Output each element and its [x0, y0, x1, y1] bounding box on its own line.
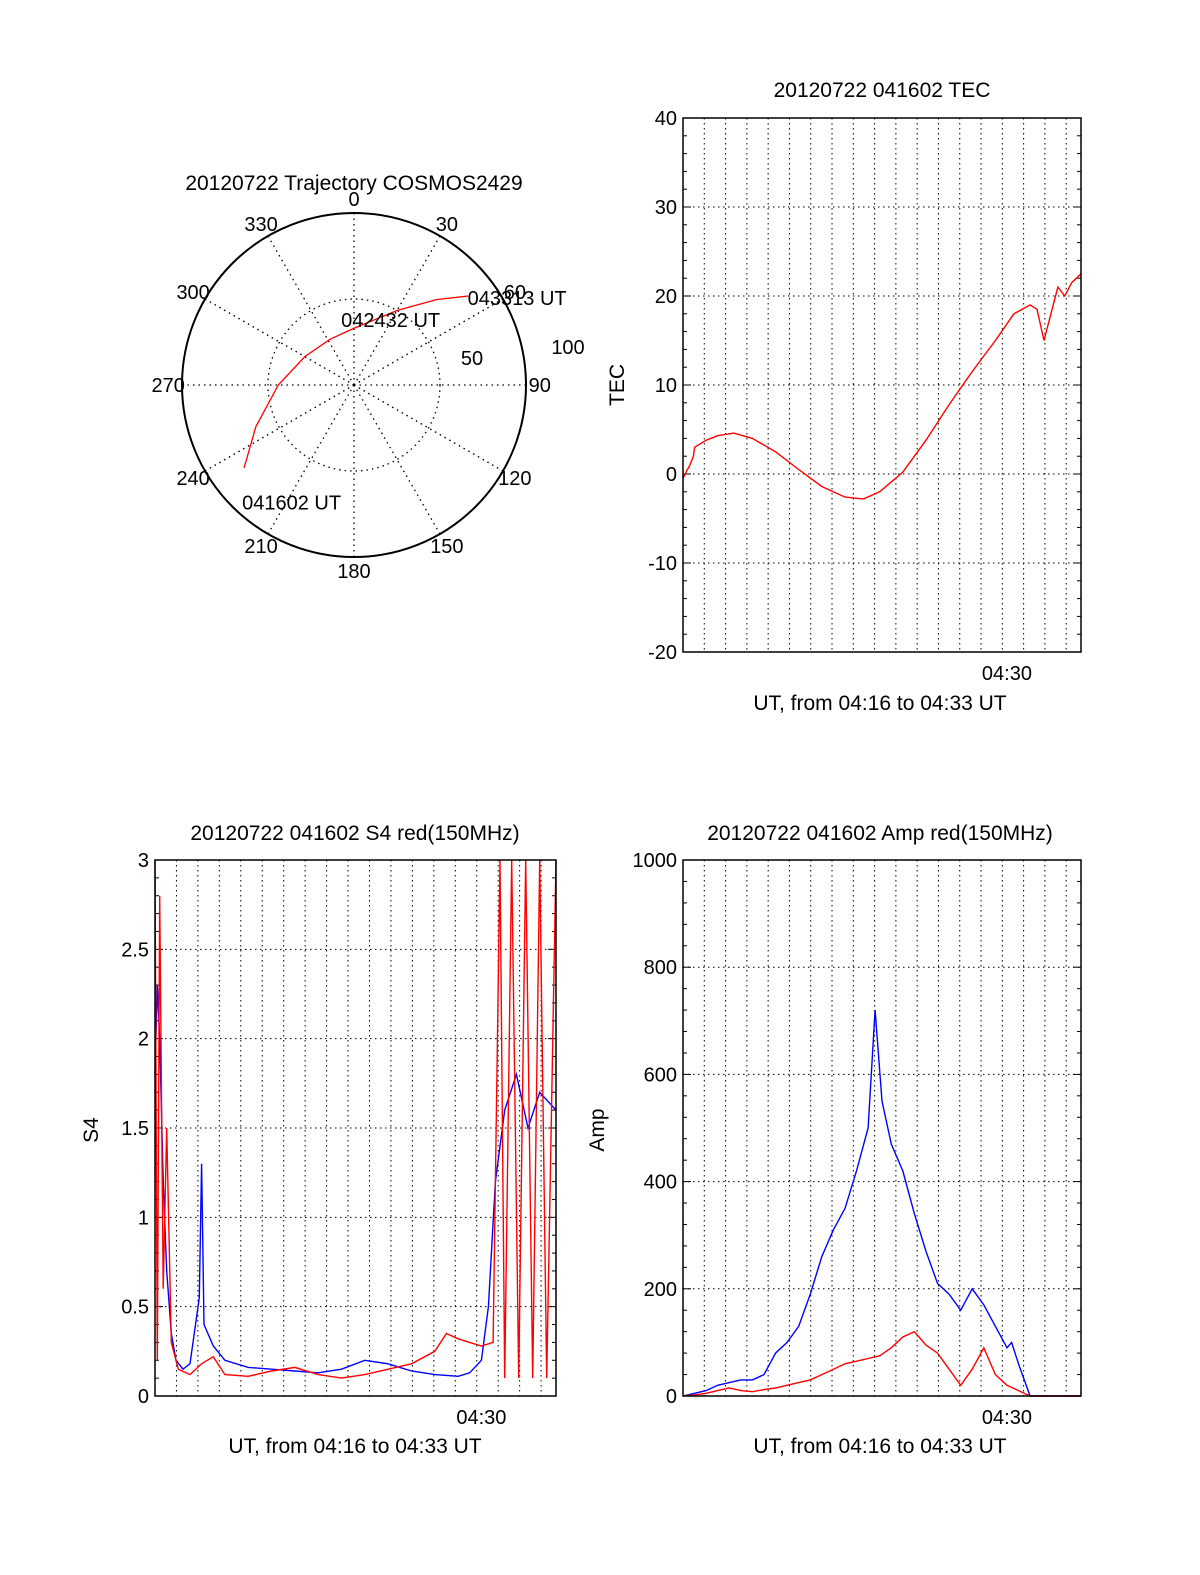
polar-spoke — [267, 384, 355, 535]
azimuth-label: 270 — [152, 375, 185, 397]
amp-plot: 0 200 400 600 800 1000 04:30 — [633, 850, 1082, 1429]
y-tick-label: -10 — [648, 553, 677, 575]
y-tick-label: 1.5 — [121, 1118, 149, 1140]
polar-inner-circle — [267, 298, 441, 472]
y-tick-label: 0 — [666, 1386, 677, 1408]
y-tick-label: 20 — [655, 286, 677, 308]
azimuth-label: 240 — [176, 468, 209, 490]
amp-chart: 20120722 041602 Amp red(150MHz) Amp UT, … — [586, 822, 1082, 1458]
tec-plot: -20 -10 0 10 20 30 40 04:30 — [648, 108, 1082, 685]
tec-xlabel: UT, from 04:16 to 04:33 UT — [753, 692, 1006, 715]
y-tick-label: 800 — [644, 957, 677, 979]
polar-spoke — [353, 384, 441, 535]
trajectory-time-label: 043313 UT — [468, 288, 567, 310]
azimuth-label: 90 — [529, 375, 551, 397]
amp-xlabel: UT, from 04:16 to 04:33 UT — [753, 1435, 1006, 1458]
tec-title: 20120722 041602 TEC — [774, 79, 991, 102]
azimuth-label: 300 — [176, 282, 209, 304]
trajectory-time-label: 042432 UT — [341, 310, 440, 332]
s4-ylabel: S4 — [80, 1117, 103, 1143]
tec-ylabel: TEC — [606, 364, 629, 406]
trajectory-chart: 20120722 Trajectory COSMOS2429 0 30 60 90 12… — [152, 172, 585, 583]
tec-chart: 20120722 041602 TEC TEC UT, from 04:16 t… — [606, 79, 1082, 715]
polar-spoke — [204, 298, 355, 386]
azimuth-label: 0 — [348, 189, 359, 211]
y-tick-label: 0 — [138, 1386, 149, 1408]
s4-title: 20120722 041602 S4 red(150MHz) — [190, 822, 519, 845]
radial-label: 100 — [551, 337, 584, 359]
amp-ylabel: Amp — [586, 1108, 609, 1151]
s4-plot: 0 0.5 1 1.5 2 2.5 3 04:30 — [121, 850, 557, 1429]
polar-spoke — [353, 235, 441, 386]
blue-series-line — [682, 1010, 1081, 1397]
y-tick-label: 2.5 — [121, 939, 149, 961]
red-series-line — [154, 859, 557, 1379]
x-tick-label: 04:30 — [456, 1407, 506, 1429]
azimuth-label: 30 — [436, 214, 458, 236]
x-tick-label: 04:30 — [982, 663, 1032, 685]
y-tick-label: 1000 — [633, 850, 678, 872]
y-tick-label: 200 — [644, 1279, 677, 1301]
y-tick-label: -20 — [648, 642, 677, 664]
red-series-line — [682, 273, 1082, 500]
blue-series-line — [154, 985, 557, 1378]
plot-frame — [682, 859, 1082, 1397]
s4-chart: 20120722 041602 S4 red(150MHz) S4 UT, fr… — [80, 822, 557, 1458]
red-series-line — [682, 1330, 1081, 1397]
trajectory-title: 20120722 Trajectory COSMOS2429 — [185, 172, 522, 195]
azimuth-label: 330 — [244, 214, 277, 236]
y-tick-label: 0.5 — [121, 1297, 149, 1319]
plot-frame — [682, 117, 1082, 653]
plot-frame — [154, 859, 557, 1397]
trajectory-time-label: 041602 UT — [242, 493, 341, 515]
azimuth-label: 60 — [504, 282, 526, 304]
y-tick-label: 1 — [138, 1207, 149, 1229]
y-tick-label: 600 — [644, 1064, 677, 1086]
y-tick-label: 10 — [655, 375, 677, 397]
radial-label: 50 — [461, 348, 483, 370]
azimuth-label: 180 — [337, 561, 370, 583]
azimuth-label: 210 — [244, 536, 277, 558]
y-tick-label: 30 — [655, 197, 677, 219]
polar-spoke — [204, 384, 355, 472]
y-tick-label: 3 — [138, 850, 149, 872]
s4-xlabel: UT, from 04:16 to 04:33 UT — [228, 1435, 481, 1458]
polar-spoke — [353, 298, 504, 386]
y-tick-label: 40 — [655, 108, 677, 130]
y-tick-label: 2 — [138, 1029, 149, 1051]
polar-spoke — [267, 235, 355, 386]
y-tick-label: 400 — [644, 1172, 677, 1194]
azimuth-label: 150 — [430, 536, 463, 558]
amp-title: 20120722 041602 Amp red(150MHz) — [707, 822, 1053, 845]
trajectory-track — [243, 295, 468, 468]
azimuth-label: 120 — [498, 468, 531, 490]
polar-plot: 0 30 60 90 120 150 180 210 240 270 300 330 50 100 0433… — [152, 189, 585, 583]
polar-spoke — [353, 384, 504, 472]
y-tick-label: 0 — [666, 464, 677, 486]
x-tick-label: 04:30 — [982, 1407, 1032, 1429]
